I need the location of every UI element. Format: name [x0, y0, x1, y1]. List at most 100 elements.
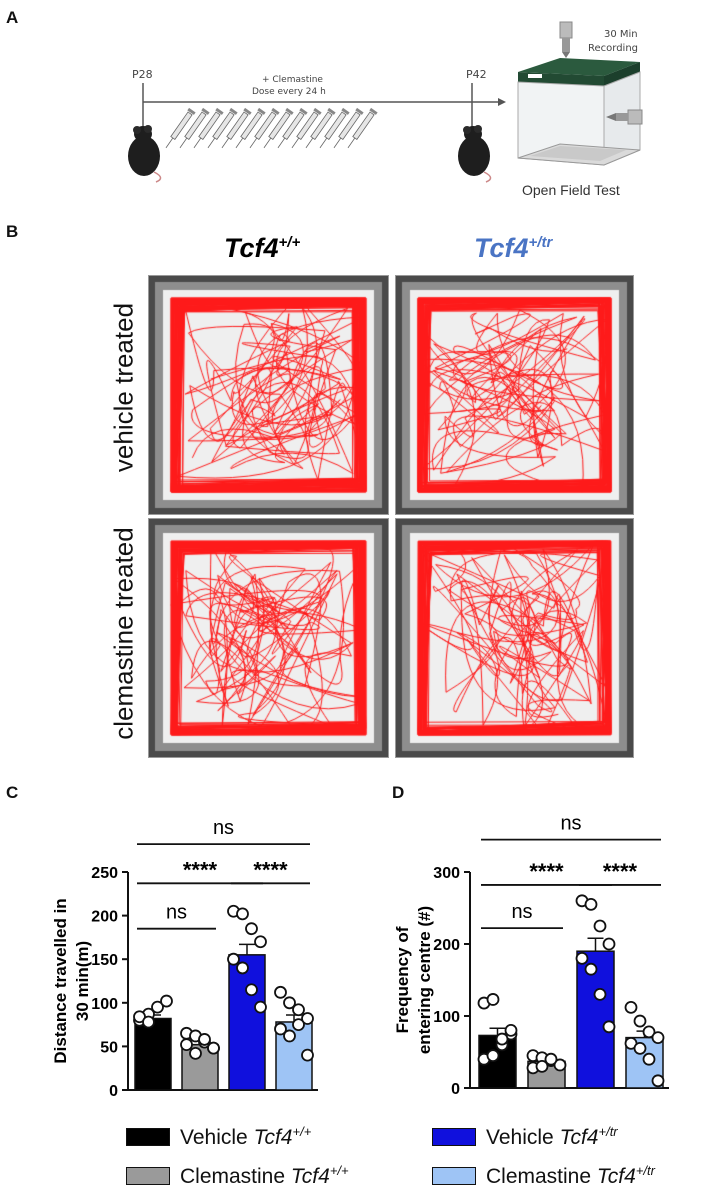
trajectory-clemastine-wildtype: [149, 519, 388, 757]
y-tick-label: 200: [433, 937, 460, 954]
panel-letter-a: A: [6, 8, 19, 27]
significance-label: ns: [213, 817, 234, 839]
data-point: [301, 1012, 314, 1025]
bar: [228, 954, 266, 1091]
y-tick-label: 250: [91, 865, 118, 882]
y-axis-label: Distance travelled in 30 min(m): [51, 898, 92, 1063]
syringe-icon: [221, 107, 252, 149]
data-point: [544, 1052, 558, 1066]
syringe-icon: [179, 107, 210, 149]
mouse-icon-end: [458, 125, 492, 183]
bar: [134, 1017, 172, 1091]
syringe-group: [165, 107, 378, 149]
legend-swatch-clemastine-mutant: [432, 1167, 476, 1185]
panel-letter-b: B: [6, 222, 19, 241]
syringe-icon: [319, 107, 350, 149]
y-tick-label: 0: [451, 1081, 460, 1098]
data-point: [227, 952, 240, 966]
y-tick-label: 100: [433, 1009, 460, 1026]
data-point: [274, 985, 287, 999]
data-point: [584, 898, 598, 911]
data-point: [602, 1020, 616, 1034]
data-point: [189, 1046, 202, 1060]
data-point: [651, 1074, 665, 1088]
legend-swatch-clemastine-wildtype: [126, 1167, 170, 1185]
row-label-clemastine: clemastine treated: [108, 527, 139, 740]
significance-label: ns: [166, 902, 187, 924]
data-point: [486, 993, 500, 1006]
data-point: [504, 1023, 518, 1037]
significance-label: ns: [560, 813, 581, 835]
y-tick-label: 100: [91, 996, 118, 1013]
y-axis-label-line1: Frequency of: [395, 926, 412, 1033]
data-point: [642, 1052, 656, 1066]
data-point: [301, 1048, 314, 1062]
data-point: [245, 983, 258, 997]
significance-label: ns: [511, 901, 532, 923]
mouse-icon-start: [128, 125, 162, 183]
panel-letter-c: C: [6, 783, 19, 802]
significance-label: ****: [529, 859, 564, 884]
data-point: [486, 1049, 500, 1063]
syringe-icon: [291, 107, 322, 149]
data-point: [575, 951, 589, 965]
legend-item-clemastine-wildtype: Clemastine Tcf4+/+: [126, 1163, 349, 1189]
syringe-icon: [263, 107, 294, 149]
data-point: [245, 922, 258, 936]
arena-clemastine-mutant: [395, 518, 634, 758]
y-axis-label-line1: Distance travelled in: [51, 898, 70, 1063]
data-point: [624, 1000, 638, 1014]
syringe-icon: [193, 107, 224, 149]
data-point: [207, 1041, 220, 1055]
column-header-mutant-sup: +/tr: [528, 234, 553, 251]
data-point: [254, 935, 267, 949]
syringe-icon: [277, 107, 308, 149]
bar: [576, 950, 615, 1089]
legend-swatch-vehicle-mutant: [432, 1128, 476, 1146]
timeline-arrow-head: [498, 98, 506, 106]
data-point: [495, 1032, 509, 1046]
data-point: [283, 1029, 296, 1043]
data-point: [198, 1033, 211, 1046]
data-point: [553, 1058, 567, 1072]
data-point: [151, 1000, 164, 1014]
chart-distance-travelled: 0 50 100 150 200 250 Distance travelled in 30 m…: [51, 817, 318, 1100]
legend-item-vehicle-mutant: Vehicle Tcf4+/tr: [432, 1124, 618, 1150]
data-point: [292, 1003, 305, 1017]
legend-label-vehicle-wildtype: Vehicle Tcf4+/+: [180, 1124, 312, 1149]
data-point: [236, 961, 249, 975]
column-header-wildtype: Tcf4+/+: [224, 233, 300, 264]
legend-item-vehicle-wildtype: Vehicle Tcf4+/+: [126, 1124, 311, 1150]
open-field-box-icon: [517, 21, 643, 166]
y-axis-label: Frequency of entering centre (#): [395, 906, 434, 1054]
y-tick-label: 50: [100, 1039, 118, 1056]
panel-letter-d: D: [392, 783, 405, 802]
trajectory-vehicle-wildtype: [149, 276, 388, 514]
trajectory-clemastine-mutant: [396, 519, 633, 757]
legend-label-clemastine-mutant: Clemastine Tcf4+/tr: [486, 1163, 655, 1188]
data-point: [236, 907, 249, 921]
significance-label: ****: [253, 857, 288, 882]
trajectory-vehicle-mutant: [396, 276, 633, 514]
data-point: [584, 962, 598, 976]
significance-label: ****: [183, 857, 218, 882]
arena-clemastine-wildtype: [148, 518, 389, 758]
y-tick-label: 300: [433, 865, 460, 882]
data-point: [180, 1038, 193, 1052]
y-tick-label: 0: [109, 1083, 118, 1100]
data-point: [593, 987, 607, 1001]
syringe-icon: [235, 107, 266, 149]
y-tick-label: 200: [91, 909, 118, 926]
data-point: [254, 1000, 267, 1014]
chart-centre-entries: 0 100 200 300 Frequency of entering centre (#…: [395, 813, 669, 1098]
data-point: [651, 1031, 665, 1045]
significance-label: ****: [603, 859, 638, 884]
syringe-icon: [249, 107, 280, 149]
data-point: [642, 1025, 656, 1039]
timeline-graphic: [128, 21, 643, 183]
syringe-icon: [165, 107, 196, 149]
data-point: [283, 996, 296, 1010]
treatment-label-line2: Dose every 24 h: [252, 87, 326, 97]
column-header-mutant-gene: Tcf4: [474, 233, 529, 263]
data-point: [633, 1014, 647, 1028]
